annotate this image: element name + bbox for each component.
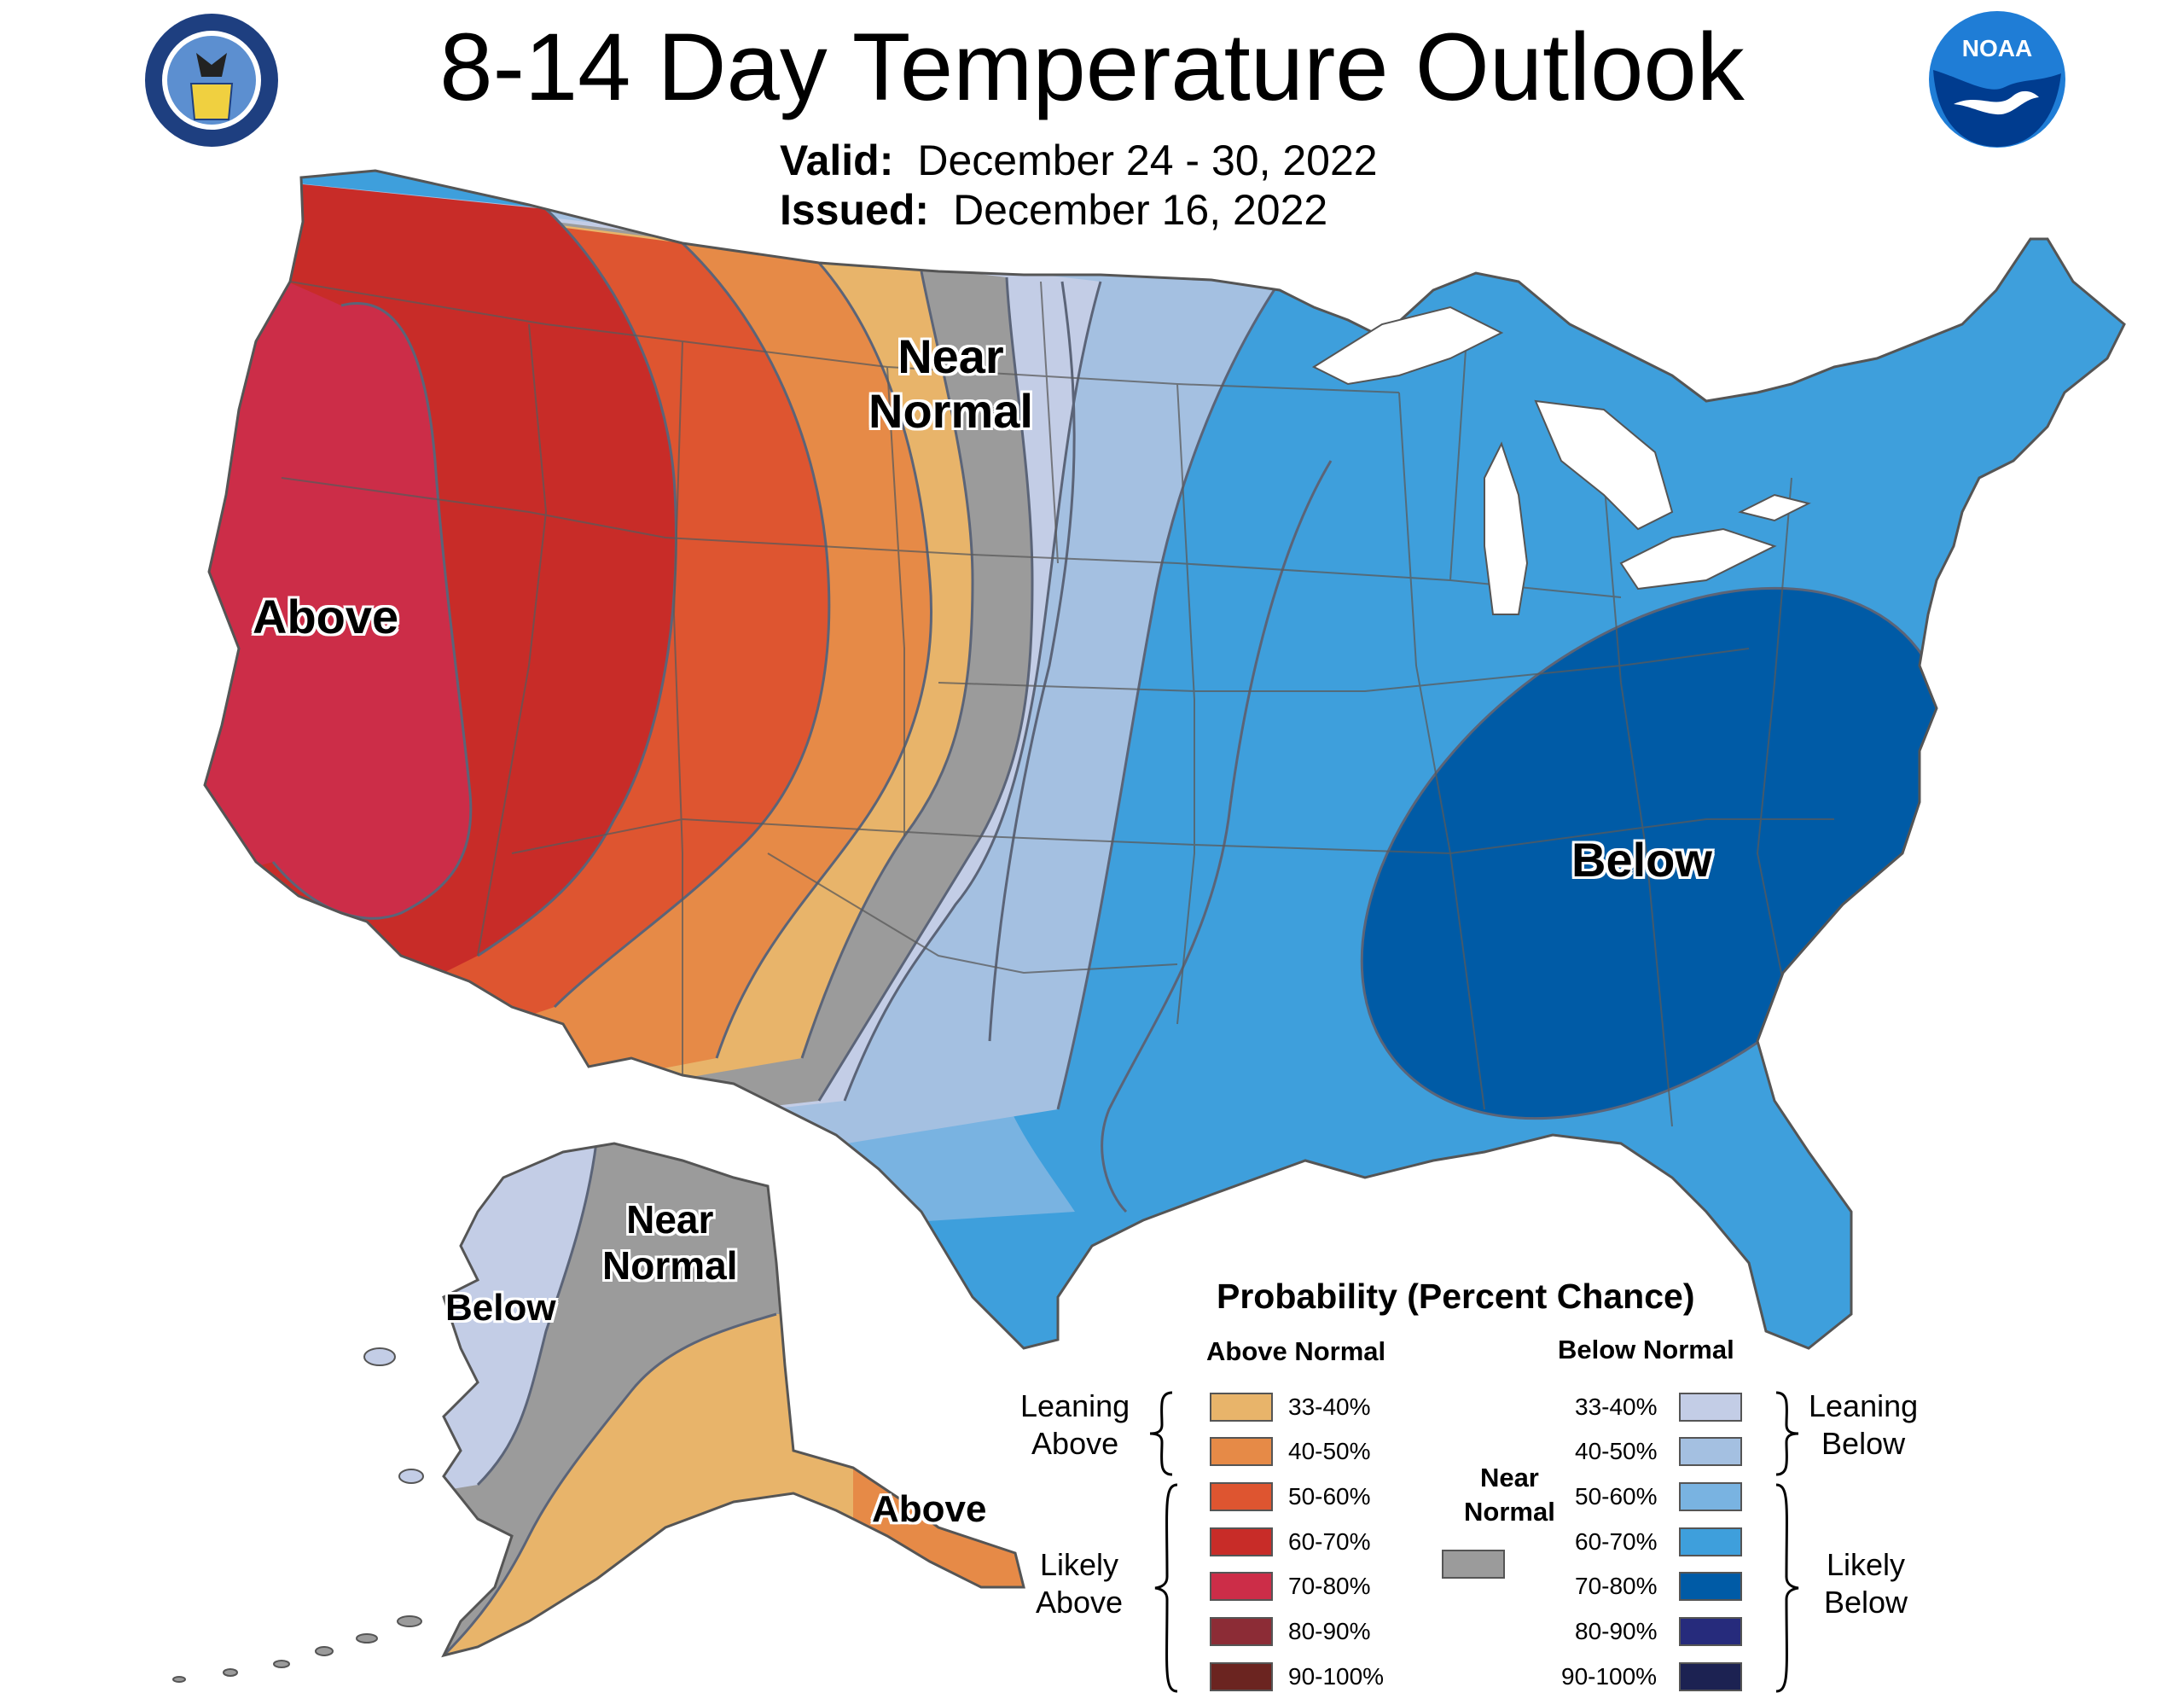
legend-likely-above: Likely Above — [1036, 1547, 1124, 1620]
great-lakes — [1311, 305, 1811, 615]
legend-likely-below: Likely Below — [1824, 1547, 1908, 1620]
label-above-west: Above — [253, 590, 399, 643]
valid-dates: December 24 - 30, 2022 — [917, 137, 1378, 184]
legend-above-label: 90-100% — [1288, 1663, 1385, 1690]
legend-above-label: 40-50% — [1288, 1438, 1371, 1464]
legend-above-swatch — [1210, 1437, 1273, 1466]
brace-leaning-above — [1149, 1391, 1173, 1476]
legend-below-swatch — [1679, 1662, 1742, 1691]
legend-above-swatch — [1210, 1482, 1273, 1511]
legend-leaning-below: Leaning Below — [1809, 1388, 1919, 1461]
legend-above-label: 60-70% — [1288, 1528, 1371, 1555]
noaa-logo-text: NOAA — [1962, 35, 2032, 61]
label-below-alaska: Below — [445, 1287, 556, 1329]
legend-above-label: 33-40% — [1288, 1393, 1371, 1420]
legend-below-swatch — [1679, 1393, 1742, 1422]
legend-above-swatch — [1210, 1393, 1273, 1422]
legend-above-swatch — [1210, 1617, 1273, 1646]
legend-below-header: Below Normal — [1558, 1335, 1734, 1364]
issued-line: Issued: December 16, 2022 — [780, 184, 1327, 236]
valid-label: Valid: — [780, 137, 894, 184]
issued-date: December 16, 2022 — [953, 186, 1328, 234]
label-below-east: Below — [1571, 833, 1712, 887]
legend-title: Probability (Percent Chance) — [1217, 1277, 1695, 1316]
brace-leaning-below — [1775, 1391, 1799, 1476]
legend-below-label: 33-40% — [1575, 1393, 1658, 1420]
valid-line: Valid: December 24 - 30, 2022 — [780, 135, 1378, 186]
label-above-alaska: Above — [872, 1488, 987, 1530]
legend-below-swatch — [1679, 1572, 1742, 1601]
legend-below-label: 40-50% — [1575, 1438, 1658, 1464]
legend-above-swatch — [1210, 1527, 1273, 1556]
legend-below-swatch — [1679, 1482, 1742, 1511]
legend-above-label: 70-80% — [1288, 1573, 1371, 1599]
legend-near-normal-swatch — [1442, 1550, 1505, 1579]
legend-leaning-above: Leaning Above — [1020, 1388, 1130, 1461]
aleutian-islands — [172, 1347, 424, 1683]
label-near-normal-alaska: Near Normal — [602, 1197, 738, 1288]
department-of-commerce-seal-icon — [145, 14, 278, 147]
legend-below-swatch — [1679, 1437, 1742, 1466]
legend-above-label: 50-60% — [1288, 1483, 1371, 1510]
legend-above-header: Above Normal — [1206, 1336, 1386, 1366]
page-title: 8-14 Day Temperature Outlook — [439, 14, 1745, 120]
legend-above-swatch — [1210, 1662, 1273, 1691]
legend-above-label: 80-90% — [1288, 1618, 1371, 1644]
legend-near-normal-header: Near Normal — [1464, 1463, 1555, 1527]
legend-below-swatch — [1679, 1617, 1742, 1646]
label-near-normal-conus: Near Normal — [868, 329, 1033, 438]
legend-below-label: 80-90% — [1575, 1618, 1658, 1644]
legend-below-label: 70-80% — [1575, 1573, 1658, 1599]
legend-below-label: 50-60% — [1575, 1483, 1658, 1510]
noaa-logo-icon: NOAA — [1929, 11, 2065, 148]
legend-below-label: 60-70% — [1575, 1528, 1658, 1555]
legend-above-swatch — [1210, 1572, 1273, 1601]
conus-shading — [205, 171, 2124, 1348]
issued-label: Issued: — [780, 186, 930, 234]
legend-below-swatch — [1679, 1527, 1742, 1556]
legend-below-label: 90-100% — [1561, 1663, 1658, 1690]
brace-likely-above — [1154, 1483, 1178, 1693]
brace-likely-below — [1775, 1483, 1799, 1693]
